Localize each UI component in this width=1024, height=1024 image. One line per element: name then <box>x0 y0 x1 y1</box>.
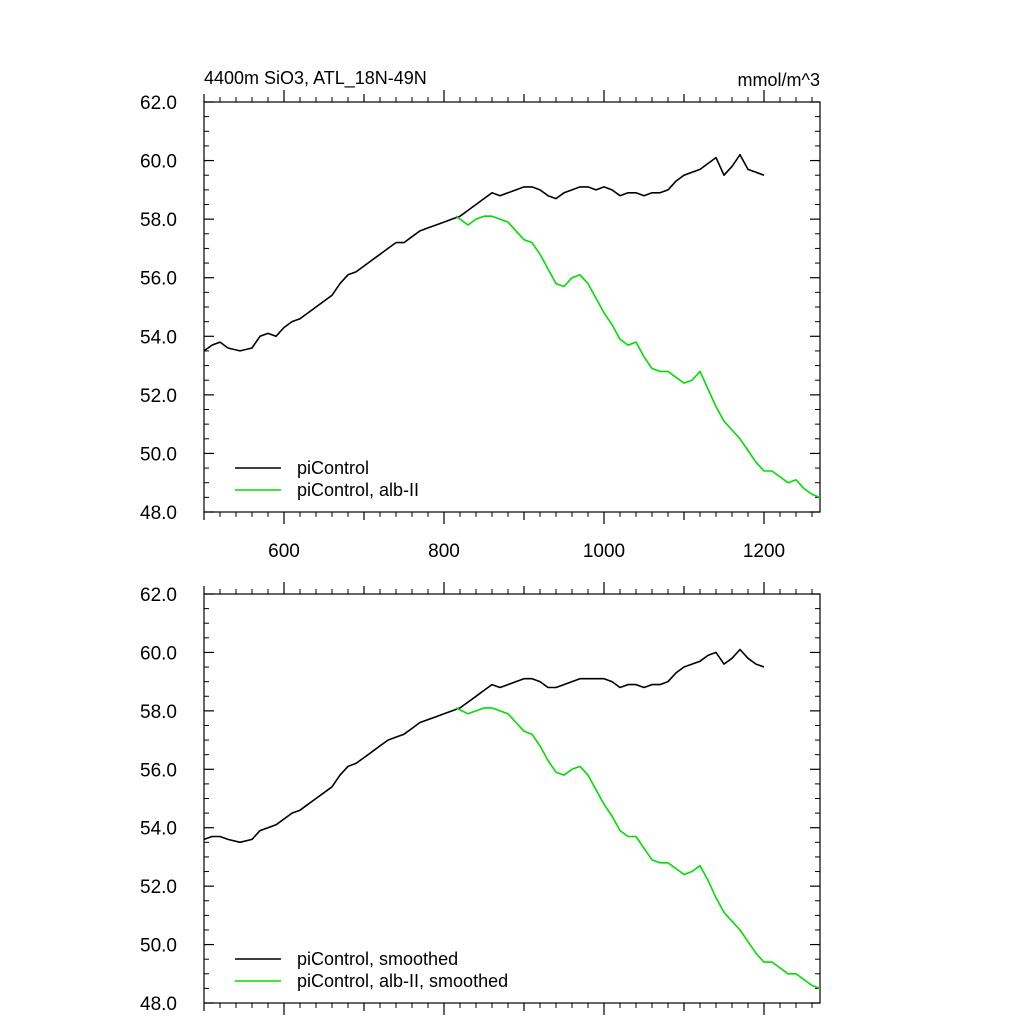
series-line-2 <box>455 707 821 990</box>
y-tick-label: 62.0 <box>140 93 177 114</box>
series-line-1 <box>203 648 765 844</box>
x-tick-label: 1200 <box>743 541 785 562</box>
x-tick-label: 600 <box>268 541 300 562</box>
legend-label: piControl, smoothed <box>297 949 458 969</box>
y-tick-label: 48.0 <box>140 994 177 1015</box>
x-tick-label: 800 <box>428 541 460 562</box>
legend-label: piControl, alb-II, smoothed <box>297 971 508 991</box>
y-tick-label: 62.0 <box>140 585 177 606</box>
series-line-1 <box>203 153 765 352</box>
series-line-2 <box>455 215 821 499</box>
chart-panel-1: 48.0 50.0 52.0 54.0 56.0 58.0 60.0 62.0 600 800 10… <box>140 90 821 562</box>
y-tick-label: 54.0 <box>140 819 177 840</box>
plot-frame <box>203 593 821 1004</box>
y-tick-label: 50.0 <box>140 444 177 465</box>
y-tick-label: 58.0 <box>140 702 177 723</box>
x-tick-label: 1000 <box>583 541 625 562</box>
plot-frame <box>203 101 821 513</box>
legend-label: piControl, alb-II <box>297 480 419 500</box>
y-tick-label: 56.0 <box>140 760 177 781</box>
chart-panel-2: 48.0 50.0 52.0 54.0 56.0 58.0 60.0 62.0 piContro… <box>140 582 821 1015</box>
y-tick-label: 54.0 <box>140 327 177 348</box>
y-tick-label: 50.0 <box>140 936 177 957</box>
y-tick-label: 60.0 <box>140 643 177 664</box>
y-tick-label: 52.0 <box>140 386 177 407</box>
legend-label: piControl <box>297 458 369 478</box>
y-tick-label: 48.0 <box>140 503 177 524</box>
y-tick-label: 52.0 <box>140 877 177 898</box>
y-tick-label: 58.0 <box>140 210 177 231</box>
y-tick-label: 60.0 <box>140 152 177 173</box>
y-tick-label: 56.0 <box>140 269 177 290</box>
units-label: mmol/m^3 <box>738 70 820 90</box>
chart-panels: 48.0 50.0 52.0 54.0 56.0 58.0 60.0 62.0 600 800 10… <box>140 90 821 1015</box>
chart-title: 4400m SiO3, ATL_18N-49N <box>204 68 427 89</box>
